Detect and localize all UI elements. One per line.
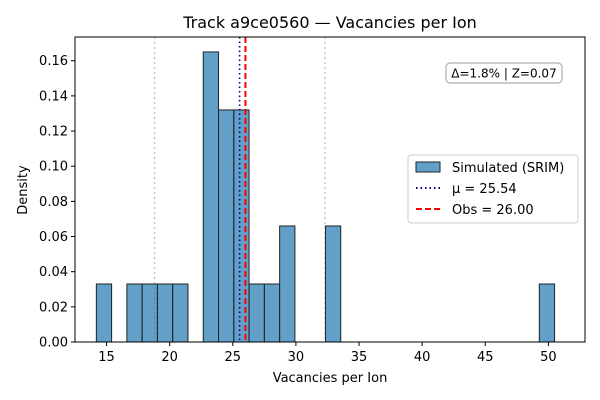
histogram-bar-12 [324, 225, 342, 343]
legend-frame [407, 154, 579, 224]
x-tick-label: 25 [225, 350, 242, 365]
x-tick-label: 40 [414, 350, 431, 365]
axes: 15 20 25 30 35 40 45 50 0.00 0.02 0.04 0.06 0.08 0.10… [39, 36, 586, 365]
histogram-bar-10 [263, 283, 281, 343]
legend-label-obs: Obs = 26.00 [452, 203, 534, 218]
y-tick-label: 0.10 [39, 160, 68, 175]
histogram-bar-3 [141, 283, 158, 343]
histogram-bar-7 [218, 109, 235, 343]
y-tick-label: 0.02 [39, 300, 68, 315]
x-tick-label: 50 [540, 350, 557, 365]
legend-swatch-histogram [415, 161, 441, 173]
histogram-bar-4 [156, 283, 174, 343]
y-tick-label: 0.04 [39, 265, 68, 280]
legend: Simulated (SRIM) μ = 25.54 Obs = 26.00 [407, 154, 579, 224]
x-tick-label: 45 [477, 350, 494, 365]
y-tick-label: 0.16 [39, 54, 68, 69]
histogram-bar-13 [538, 283, 556, 343]
stats-annotation-box [445, 62, 563, 84]
stats-annotation: Δ=1.8% | Z=0.07 [445, 62, 563, 84]
y-tick-label: 0.14 [39, 89, 68, 104]
x-tick-label: 35 [351, 350, 368, 365]
legend-label-mean: μ = 25.54 [452, 182, 517, 197]
histogram-bar-6 [202, 51, 220, 343]
x-tick-label: 15 [98, 350, 115, 365]
x-tick-label: 30 [288, 350, 305, 365]
y-tick-label: 0.12 [39, 125, 68, 140]
histogram-bar-1 [95, 283, 113, 343]
y-tick-label: 0.00 [39, 336, 68, 351]
x-tick-label: 20 [161, 350, 178, 365]
histogram-bar-8 [233, 109, 250, 343]
stats-annotation-text: Δ=1.8% | Z=0.07 [451, 67, 556, 81]
y-axis-title: Density [16, 165, 31, 215]
plot-frame [74, 36, 586, 343]
histogram-bar-5 [172, 283, 189, 343]
y-tick-label: 0.06 [39, 230, 68, 245]
histogram-bar-9 [248, 283, 265, 343]
histogram-bar-11 [279, 225, 296, 343]
x-axis-title: Vacancies per Ion [273, 371, 388, 386]
legend-label-histogram: Simulated (SRIM) [452, 161, 564, 176]
chart-title: Track a9ce0560 — Vacancies per Ion [182, 13, 477, 32]
y-tick-label: 0.08 [39, 195, 68, 210]
histogram-bar-2 [126, 283, 143, 343]
plot-area [95, 37, 556, 343]
